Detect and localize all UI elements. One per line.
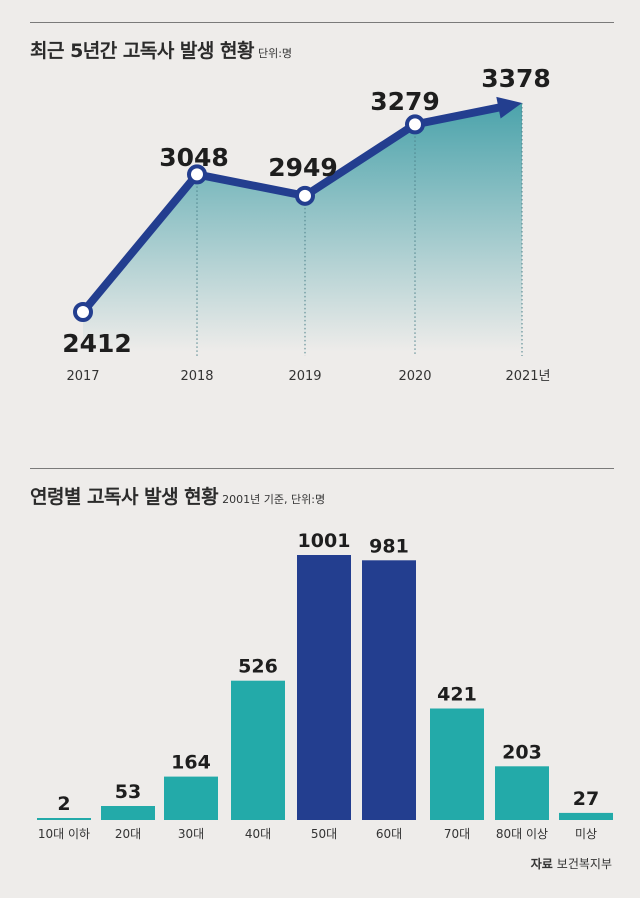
value-label-2017: 2412 xyxy=(62,329,132,358)
bar-20대 xyxy=(101,806,155,820)
x-tick-2021년: 2021년 xyxy=(505,369,550,384)
arrow-head xyxy=(496,96,522,119)
x-tick-10대 이하: 10대 이하 xyxy=(38,827,90,841)
bar-40대 xyxy=(231,680,285,820)
x-tick-60대: 60대 xyxy=(376,827,402,841)
x-tick-80대 이상: 80대 이상 xyxy=(496,827,548,841)
top-divider xyxy=(30,22,614,23)
bar-value-10대 이하: 2 xyxy=(57,793,70,815)
bar-10대 이하 xyxy=(37,818,91,820)
bar-value-50대: 1001 xyxy=(298,530,351,552)
data-point-2017 xyxy=(73,302,93,322)
bar-value-60대: 981 xyxy=(369,535,409,557)
bar-chart-title-text: 연령별 고독사 발생 현황 xyxy=(30,486,219,508)
bar-value-80대 이상: 203 xyxy=(502,741,542,763)
bar-chart-title: 연령별 고독사 발생 현황 2001년 기준, 단위:명 xyxy=(30,482,325,509)
value-label-2019: 2949 xyxy=(268,153,338,182)
bar-value-30대: 164 xyxy=(171,752,211,774)
bar-chart: 2 10대 이하 53 20대 164 30대 526 40대 1001 50대 981 60대 421… xyxy=(37,530,613,841)
bar-미상 xyxy=(559,812,613,820)
data-point-2018 xyxy=(187,164,207,185)
x-tick-40대: 40대 xyxy=(245,827,271,841)
bar-50대 xyxy=(297,555,351,820)
value-label-2018: 3048 xyxy=(159,143,229,172)
x-tick-70대: 70대 xyxy=(444,827,470,841)
x-tick-2019: 2019 xyxy=(288,369,321,384)
line-chart-unit: 단위:명 xyxy=(257,47,293,60)
source-name: 보건복지부 xyxy=(556,857,612,871)
x-tick-2018: 2018 xyxy=(180,369,213,384)
data-point-2019 xyxy=(295,185,315,206)
x-tick-20대: 20대 xyxy=(115,827,141,841)
bar-value-20대: 53 xyxy=(115,781,141,803)
value-label-2020: 3279 xyxy=(370,87,440,116)
x-tick-미상: 미상 xyxy=(575,827,597,841)
bar-value-70대: 421 xyxy=(437,684,477,706)
x-tick-2020: 2020 xyxy=(398,369,431,384)
line-chart-title: 최근 5년간 고독사 발생 현황 단위:명 xyxy=(30,36,292,63)
bar-30대 xyxy=(164,776,218,820)
data-point-2020 xyxy=(405,114,425,135)
x-tick-30대: 30대 xyxy=(178,827,204,841)
area-fill xyxy=(83,103,522,352)
bar-60대 xyxy=(362,560,416,820)
bar-value-40대: 526 xyxy=(238,656,278,678)
source-label: 자료 xyxy=(530,857,553,871)
middle-divider xyxy=(30,468,614,469)
x-tick-50대: 50대 xyxy=(311,827,337,841)
bar-80대 이상 xyxy=(495,766,549,820)
line-chart: 2412 3048 2949 3279 3378 2017 2018 2019 2020 2021… xyxy=(62,64,551,384)
bar-value-미상: 27 xyxy=(573,788,599,810)
line-chart-title-text: 최근 5년간 고독사 발생 현황 xyxy=(30,40,254,62)
source-credit: 자료 보건복지부 xyxy=(531,855,612,872)
x-tick-2017: 2017 xyxy=(66,369,99,384)
value-label-2021년: 3378 xyxy=(481,64,551,93)
bar-70대 xyxy=(430,708,484,820)
bar-chart-note: 2001년 기준, 단위:명 xyxy=(222,493,326,506)
